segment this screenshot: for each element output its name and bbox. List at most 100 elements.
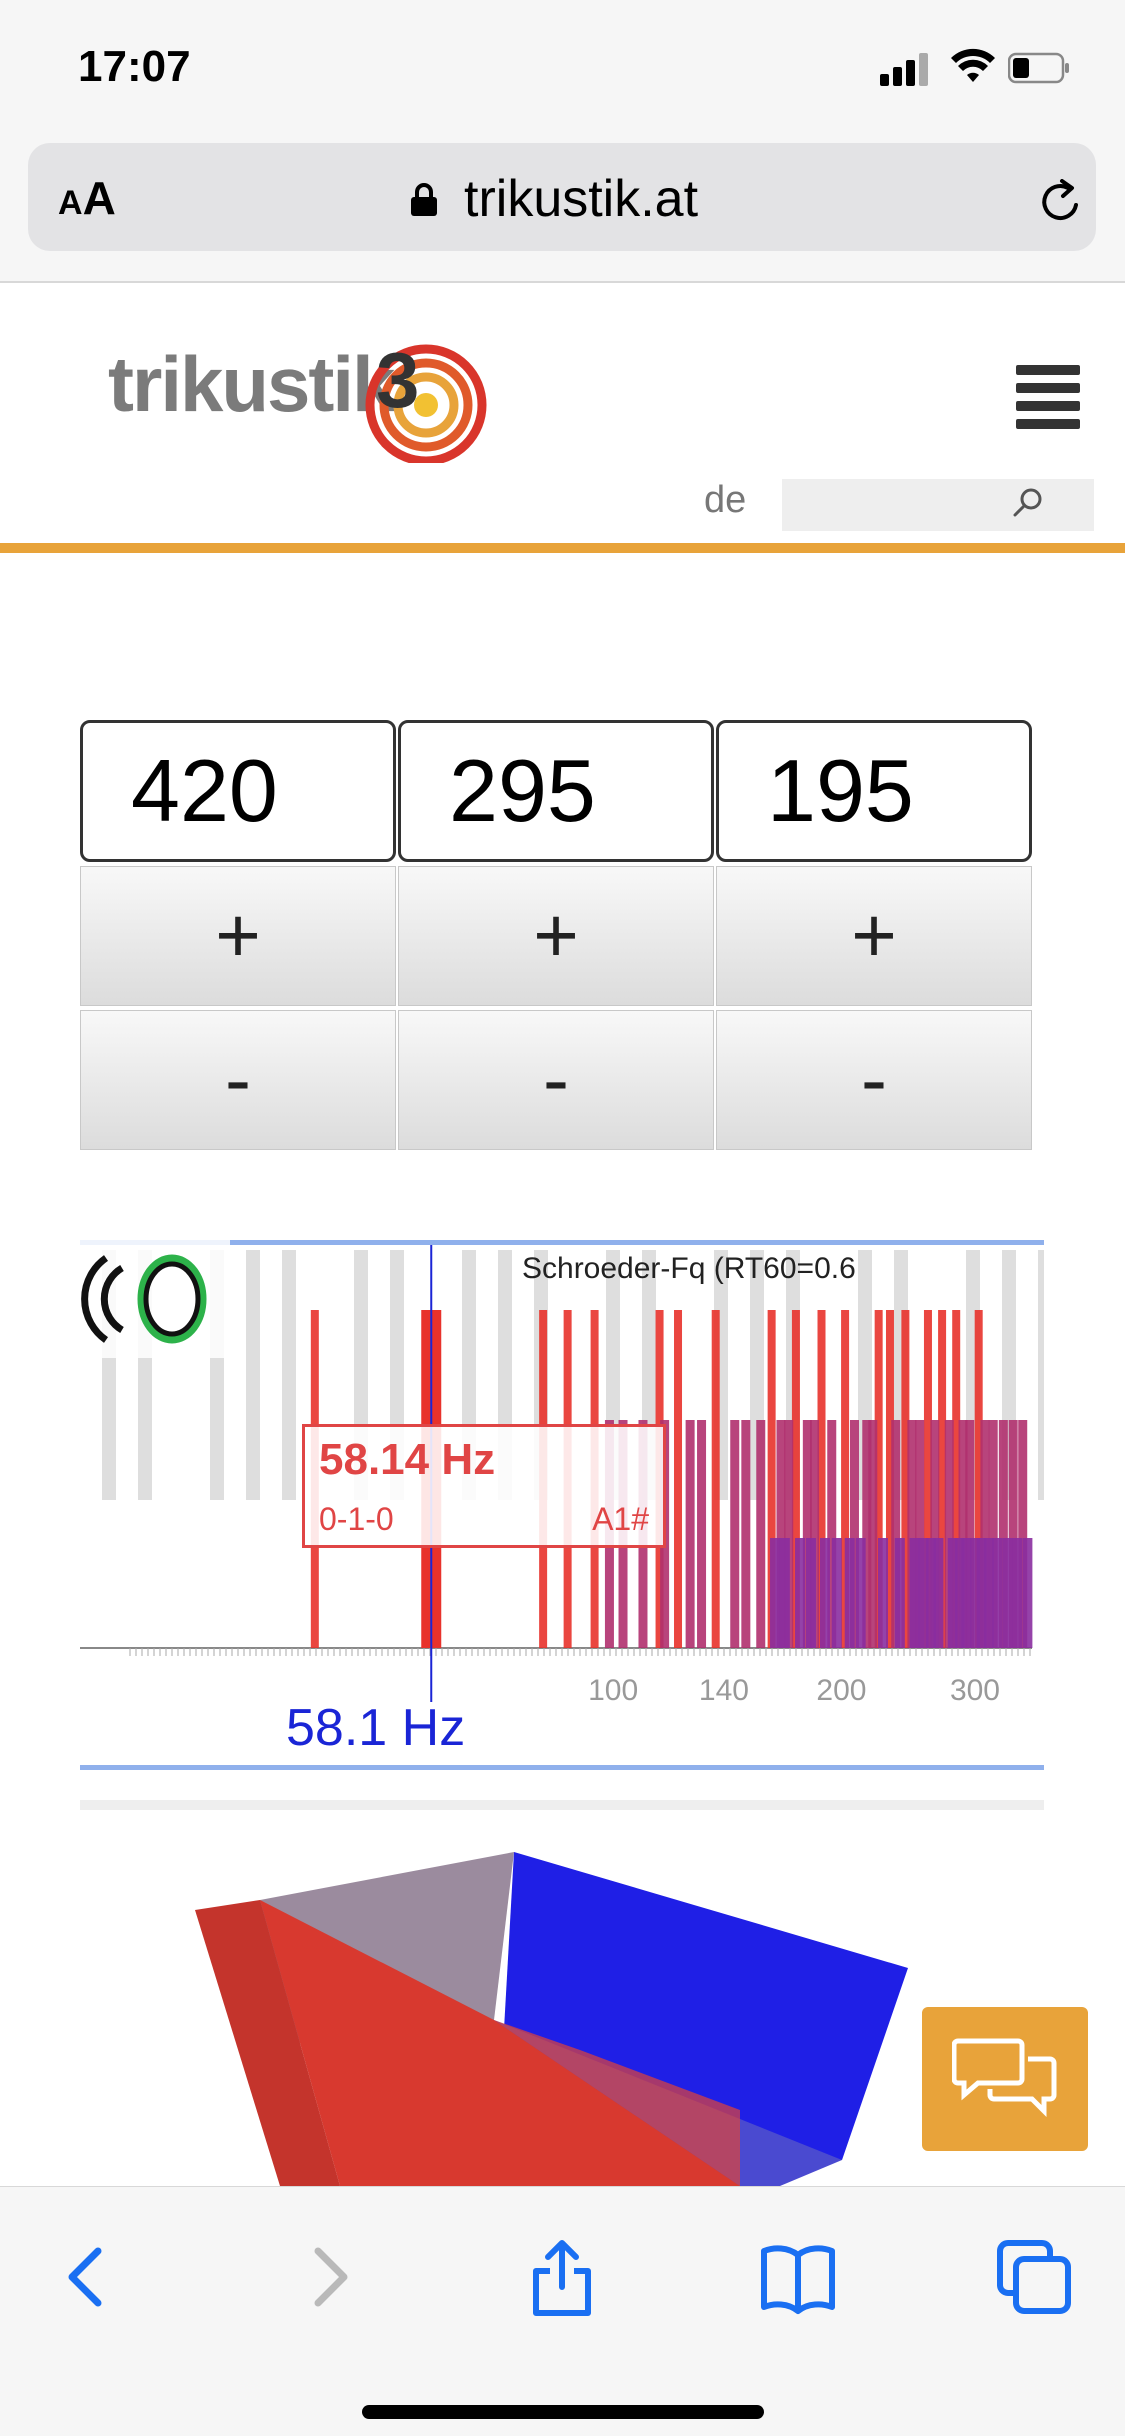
forward-icon[interactable] xyxy=(286,2237,366,2317)
oblique-mode-bar xyxy=(894,1538,905,1648)
share-icon[interactable] xyxy=(522,2237,602,2317)
oblique-mode-bar xyxy=(831,1538,842,1648)
site-logo[interactable]: trikustik 3 xyxy=(108,333,488,463)
oblique-mode-bar xyxy=(909,1538,920,1648)
axial-mode-bar xyxy=(901,1310,910,1648)
x-tick-label: 100 xyxy=(588,1674,639,1707)
axial-mode-bar xyxy=(674,1310,683,1648)
tangential-mode-bar xyxy=(1008,1420,1018,1648)
wifi-icon xyxy=(951,48,995,82)
browser-toolbar xyxy=(0,2186,1125,2436)
axial-mode-bar xyxy=(923,1310,932,1648)
height-plus-button[interactable]: + xyxy=(716,866,1032,1006)
browser-chrome: AA trikustik.at xyxy=(0,135,1125,283)
oblique-mode-bar xyxy=(805,1538,816,1648)
tangential-mode-bar xyxy=(802,1420,812,1648)
logo-wordmark: trikustik xyxy=(108,340,395,428)
x-tick-label: 200 xyxy=(816,1674,867,1707)
logo-digit: 3 xyxy=(376,336,419,424)
room-mode-spectrum-chart[interactable]: Schroeder-Fq (RT60=0.6 100 140 200 300 5… xyxy=(80,1240,1044,1770)
oblique-mode-bar xyxy=(1012,1538,1023,1648)
width-minus-button[interactable]: - xyxy=(398,1010,714,1150)
tangential-mode-bar xyxy=(988,1420,998,1648)
axial-mode-bar xyxy=(974,1310,983,1648)
tangential-mode-bar xyxy=(930,1420,940,1648)
axial-mode-bar xyxy=(952,1310,961,1648)
height-input[interactable]: 195 xyxy=(716,720,1032,862)
chat-bubbles-icon xyxy=(952,2038,1057,2118)
oblique-mode-bar xyxy=(970,1538,981,1648)
piano-black-key xyxy=(1038,1250,1044,1500)
oblique-mode-bar xyxy=(961,1538,972,1648)
text-size-button[interactable]: AA xyxy=(58,172,116,224)
tangential-mode-bar xyxy=(827,1420,837,1648)
battery-icon xyxy=(1008,52,1069,84)
tooltip-note: A1# xyxy=(592,1501,649,1537)
axial-mode-bar xyxy=(938,1310,947,1648)
tangential-mode-bar xyxy=(1018,1420,1028,1648)
tangential-mode-bar xyxy=(776,1420,786,1648)
search-input[interactable] xyxy=(782,479,1094,531)
tangential-mode-bar xyxy=(907,1420,917,1648)
axial-mode-bar xyxy=(874,1310,883,1648)
logo-mark-icon: 3 xyxy=(365,336,487,463)
oblique-mode-bar xyxy=(918,1538,929,1648)
cellular-signal-icon xyxy=(880,50,932,86)
oblique-mode-bar xyxy=(770,1538,781,1648)
oblique-mode-bar xyxy=(954,1538,965,1648)
url-host[interactable]: trikustik.at xyxy=(464,170,699,228)
axial-mode-bar xyxy=(817,1310,826,1648)
mode-tooltip: 58.14 Hz 0-1-0 A1# xyxy=(302,1424,666,1548)
tangential-mode-bar xyxy=(809,1420,819,1648)
oblique-mode-bar xyxy=(947,1538,958,1648)
oblique-mode-bar xyxy=(984,1538,995,1648)
length-input[interactable]: 420 xyxy=(80,720,396,862)
x-tick-label: 140 xyxy=(698,1674,749,1707)
oblique-mode-bar xyxy=(1022,1538,1033,1648)
tangential-mode-bar xyxy=(958,1420,968,1648)
play-sound-icon[interactable] xyxy=(80,1240,230,1358)
tangential-mode-bar xyxy=(741,1420,751,1648)
tangential-mode-bar xyxy=(784,1420,794,1648)
site-header: trikustik 3 de xyxy=(0,283,1125,553)
back-icon[interactable] xyxy=(50,2237,130,2317)
tangential-mode-bar xyxy=(849,1420,859,1648)
tangential-mode-bar xyxy=(980,1420,990,1648)
oblique-mode-bar xyxy=(976,1538,987,1648)
oblique-mode-bar xyxy=(795,1538,806,1648)
home-indicator xyxy=(362,2405,764,2419)
address-bar[interactable]: AA trikustik.at xyxy=(28,143,1096,251)
menu-icon[interactable] xyxy=(1016,365,1080,431)
length-minus-button[interactable]: - xyxy=(80,1010,396,1150)
reload-icon[interactable] xyxy=(1038,179,1084,225)
width-input[interactable]: 295 xyxy=(398,720,714,862)
tangential-mode-bar xyxy=(915,1420,925,1648)
oblique-mode-bar xyxy=(819,1538,830,1648)
chart-bottom-border xyxy=(80,1765,1044,1770)
tabs-icon[interactable] xyxy=(994,2237,1074,2317)
oblique-mode-bar xyxy=(855,1538,866,1648)
room-3d-svg[interactable] xyxy=(80,1800,1044,2186)
tangential-mode-bar xyxy=(685,1420,695,1648)
bookmarks-icon[interactable] xyxy=(758,2237,838,2317)
height-minus-button[interactable]: - xyxy=(716,1010,1032,1150)
chart-title: Schroeder-Fq (RT60=0.6 xyxy=(522,1252,856,1285)
tangential-mode-bar xyxy=(944,1420,954,1648)
width-plus-button[interactable]: + xyxy=(398,866,714,1006)
axial-mode-bar xyxy=(767,1310,776,1648)
oblique-mode-bar xyxy=(992,1538,1003,1648)
oblique-mode-bar xyxy=(926,1538,937,1648)
chart-top-border xyxy=(80,1240,1044,1245)
chat-button[interactable] xyxy=(922,2007,1088,2151)
language-switch[interactable]: de xyxy=(704,479,747,521)
lock-icon xyxy=(411,183,437,216)
oblique-mode-bar xyxy=(779,1538,790,1648)
tangential-mode-bar xyxy=(697,1420,707,1648)
oblique-mode-bar xyxy=(844,1538,855,1648)
room-3d-view[interactable] xyxy=(80,1800,1044,2186)
length-plus-button[interactable]: + xyxy=(80,866,396,1006)
oblique-mode-bar xyxy=(933,1538,944,1648)
search-icon[interactable] xyxy=(1012,487,1044,519)
tangential-mode-bar xyxy=(756,1420,766,1648)
oblique-mode-bar xyxy=(877,1538,888,1648)
